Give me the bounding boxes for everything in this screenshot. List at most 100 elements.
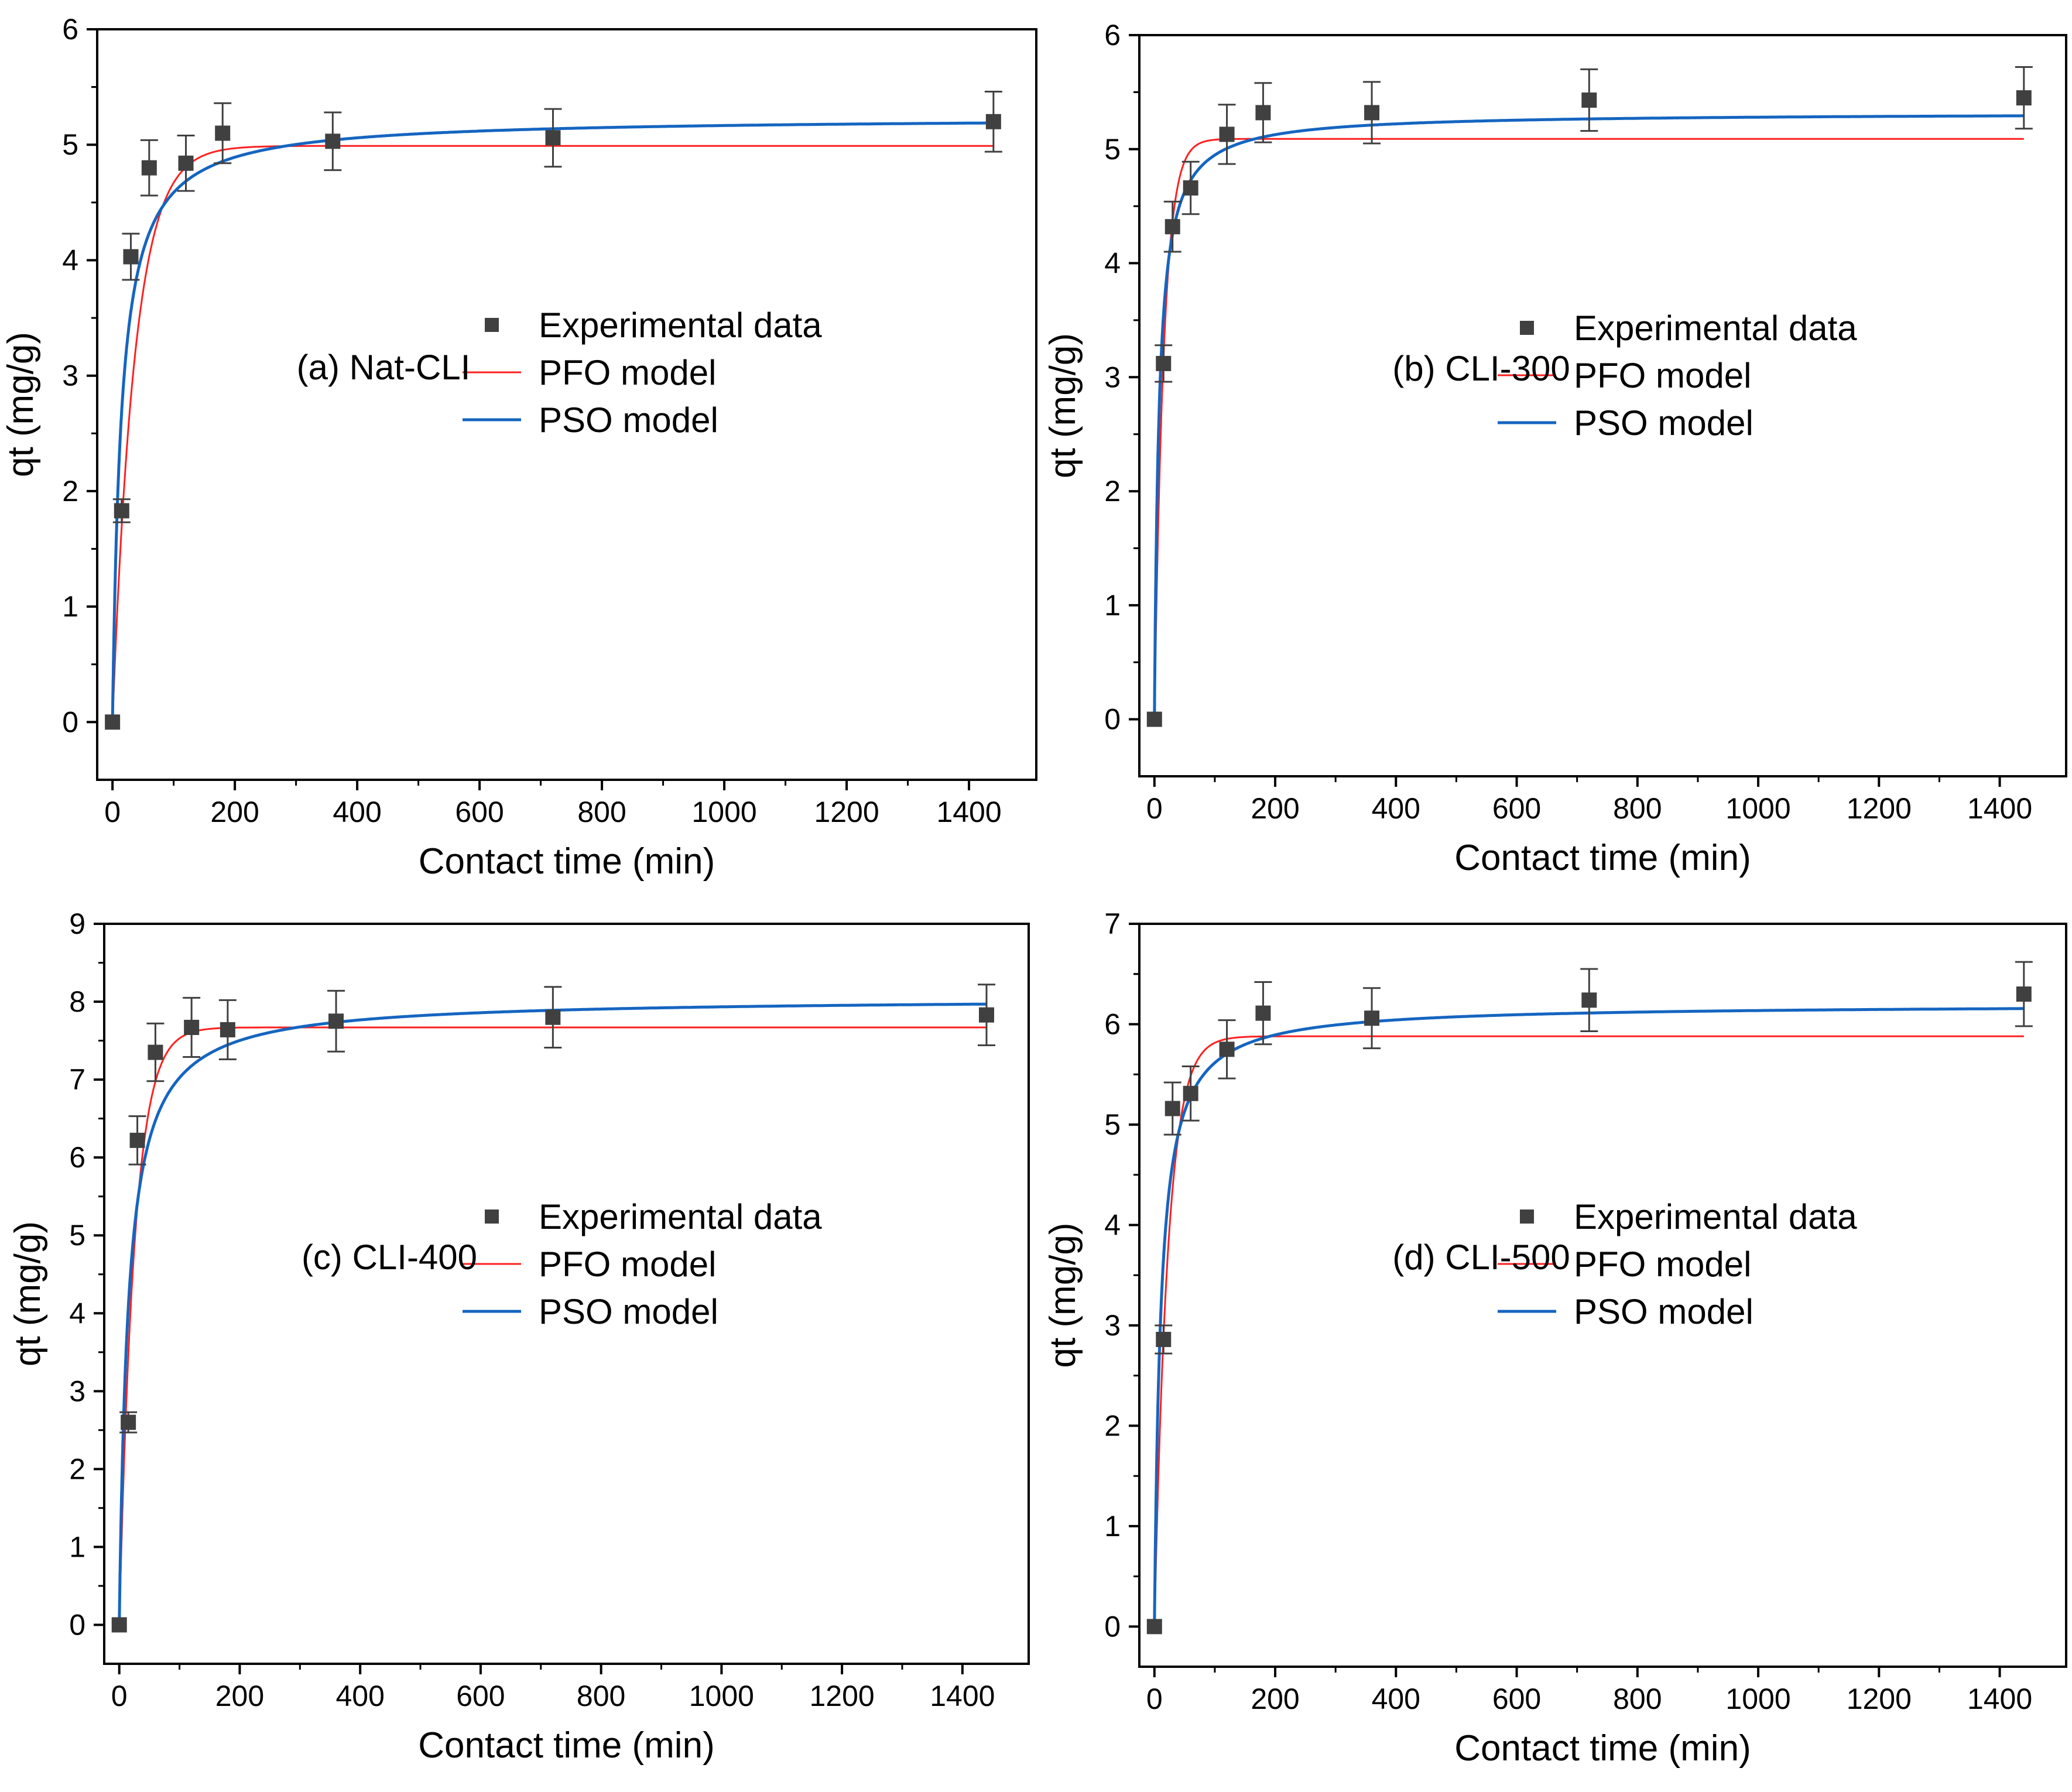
y-tick-label: 7 [1104,907,1121,940]
y-tick-label: 8 [69,985,85,1018]
experimental-point [2016,90,2032,106]
experimental-point [114,503,129,519]
x-axis-title: Contact time (min) [418,1725,714,1766]
x-tick-label: 1400 [1967,1683,2032,1715]
y-tick-label: 6 [62,13,78,46]
x-tick-label: 0 [104,796,121,828]
x-tick-label: 0 [1146,1683,1163,1715]
experimental-point [121,1414,136,1430]
x-tick-label: 1200 [814,796,879,828]
x-tick-label: 600 [1492,792,1541,825]
y-tick-label: 1 [69,1530,85,1563]
x-tick-label: 1400 [930,1680,995,1712]
y-tick-label: 5 [62,128,78,161]
panel-annotation: (b) CLI-300 [1392,349,1570,388]
x-tick-label: 1200 [1847,792,1912,825]
x-tick-label: 1000 [689,1680,754,1712]
x-tick-label: 800 [577,796,626,828]
x-tick-label: 1000 [691,796,756,828]
plot-frame [1138,34,2067,777]
x-tick-label: 200 [1251,792,1299,825]
x-tick-label: 0 [1146,792,1163,825]
experimental-point [215,125,231,141]
y-tick-label: 1 [1104,1510,1121,1543]
x-tick-label: 400 [335,1680,384,1712]
chart-panel-3: 0 200 400 600 800 1000 1200 1400 0 1 2 3 4 5 6 7 Contact… [1043,907,2067,1769]
y-tick-label: 2 [1104,475,1121,508]
legend-marker-experimental [485,318,499,332]
x-tick-label: 200 [1251,1683,1299,1715]
x-tick-label: 600 [456,1680,505,1712]
x-tick-label: 400 [1372,792,1420,825]
x-tick-label: 600 [1492,1683,1541,1715]
experimental-point [1255,1005,1271,1021]
experimental-point [123,249,139,265]
legend-pso-label: PSO model [1574,403,1754,443]
x-tick-label: 1000 [1725,792,1790,825]
y-tick-label: 2 [1104,1409,1121,1442]
y-axis-title: qt (mg/g) [1043,1222,1083,1368]
y-tick-label: 3 [69,1375,85,1407]
y-tick-label: 5 [1104,133,1121,166]
y-tick-label: 3 [1104,1309,1121,1342]
experimental-point [545,1009,561,1025]
legend-experimental-label: Experimental data [1574,309,1857,348]
experimental-point [1183,180,1198,196]
x-tick-label: 400 [333,796,381,828]
x-axis-title: Contact time (min) [419,841,715,882]
legend-marker-experimental [485,1209,499,1224]
y-tick-label: 0 [62,705,78,738]
experimental-point [129,1132,145,1148]
legend-marker-experimental [1520,1209,1534,1224]
x-tick-label: 400 [1372,1683,1420,1715]
x-tick-label: 200 [215,1680,264,1712]
y-tick-label: 4 [69,1297,85,1330]
experimental-point [1219,1041,1235,1057]
legend-experimental-label: Experimental data [539,1197,822,1236]
experimental-point [1364,105,1380,121]
y-axis-title: qt (mg/g) [8,1221,48,1366]
experimental-point [545,130,561,146]
legend-pfo-label: PFO model [539,1245,716,1284]
legend-pso-label: PSO model [539,1292,718,1331]
legend-experimental-label: Experimental data [1574,1197,1857,1236]
chart-panel-0: 0 200 400 600 800 1000 1200 1400 0 1 2 3 4 5 6 Contact … [1,13,1037,882]
plot-frame [96,28,1037,781]
y-tick-label: 2 [69,1452,85,1485]
experimental-point [1183,1085,1198,1101]
experimental-point [328,1013,344,1029]
experimental-point [141,160,157,176]
experimental-point [178,155,194,171]
x-tick-label: 1400 [936,796,1001,828]
y-axis-title: qt (mg/g) [1,332,41,477]
x-axis-title: Contact time (min) [1454,1728,1751,1769]
chart-panel-2: 0 200 400 600 800 1000 1200 1400 0 1 2 3 4 5 6 7 8 9 Conta… [8,907,1030,1766]
experimental-point [1581,992,1597,1008]
pfo-model-line [1153,1035,2024,1627]
x-tick-label: 1200 [1847,1683,1912,1715]
y-tick-label: 7 [69,1063,85,1096]
x-tick-label: 0 [111,1680,128,1712]
legend-pfo-label: PFO model [539,353,716,392]
x-axis-title: Contact time (min) [1454,838,1751,878]
legend-marker-experimental [1520,321,1534,335]
y-tick-label: 0 [1104,703,1121,736]
experimental-point [1219,126,1235,142]
experimental-point [985,114,1001,129]
x-tick-label: 200 [210,796,259,828]
experimental-point [1156,1331,1172,1347]
y-tick-label: 1 [62,590,78,623]
y-axis-title: qt (mg/g) [1043,333,1083,478]
y-tick-label: 4 [62,244,78,276]
x-tick-label: 1000 [1725,1683,1790,1715]
experimental-point [1146,711,1162,727]
panel-annotation: (c) CLI-400 [302,1238,477,1277]
x-tick-label: 600 [455,796,504,828]
experimental-point [978,1007,994,1023]
chart-panel-1: 0 200 400 600 800 1000 1200 1400 0 1 2 3 4 5 6 Contact … [1043,19,2067,878]
x-tick-label: 800 [1613,1683,1662,1715]
experimental-point [184,1019,200,1035]
x-tick-label: 800 [1613,792,1662,825]
